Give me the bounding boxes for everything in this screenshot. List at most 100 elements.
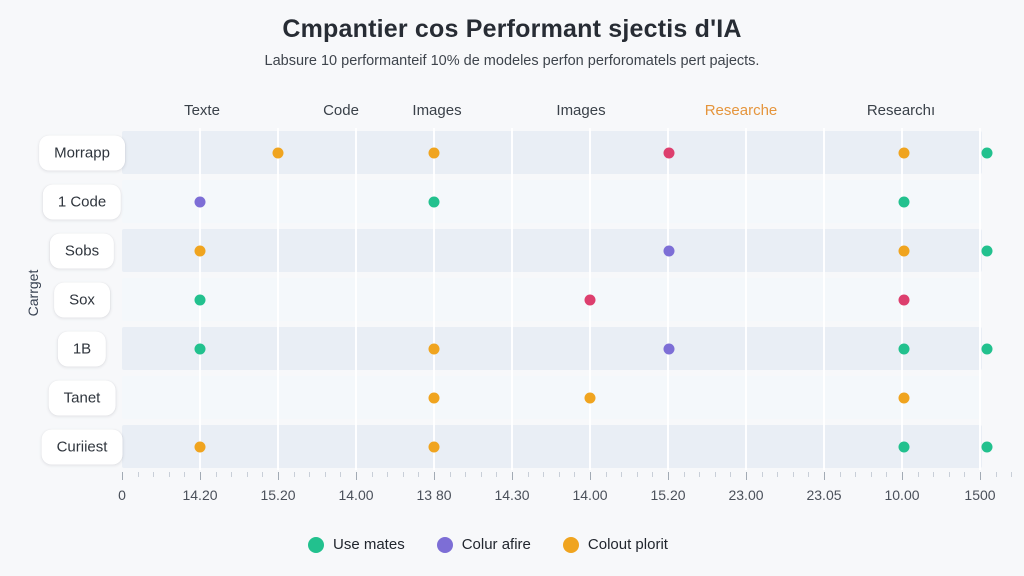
gridline <box>979 128 981 470</box>
x-axis-major-tick <box>278 472 279 480</box>
column-header-3: Images <box>412 102 462 119</box>
x-axis-major-tick <box>590 472 591 480</box>
x-axis-minor-tick <box>543 472 545 477</box>
x-axis-major-tick <box>824 472 825 480</box>
x-axis-minor-tick <box>683 472 685 477</box>
page-title: Cmpantier cos Performant sjectis d'IA <box>282 15 742 43</box>
row-label-1b[interactable]: 1B <box>57 331 107 366</box>
row-band <box>122 229 982 272</box>
x-axis-minor-tick <box>137 472 139 477</box>
data-point <box>898 294 910 305</box>
row-label-curiiest[interactable]: Curiiest <box>41 429 123 464</box>
data-point <box>428 147 440 158</box>
x-axis-minor-tick <box>777 472 779 477</box>
x-axis-minor-tick <box>870 472 872 477</box>
data-point <box>584 294 596 305</box>
legend-item-colout-plorit[interactable]: Colout plorit <box>562 536 668 553</box>
data-point <box>898 147 910 158</box>
x-axis-minor-tick <box>730 472 732 477</box>
row-band <box>122 425 982 468</box>
x-axis-major-tick <box>122 472 123 480</box>
x-axis-minor-tick <box>714 472 716 477</box>
x-axis-minor-tick <box>652 472 654 477</box>
gridline <box>511 128 513 470</box>
x-axis-minor-tick <box>387 472 389 477</box>
row-label-1-code[interactable]: 1 Code <box>42 184 122 219</box>
x-axis-minor-tick <box>917 472 919 477</box>
x-axis-minor-tick <box>480 472 482 477</box>
column-header-1: Texte <box>184 102 220 119</box>
chart-legend: Use mates Colur afire Colout plorit <box>308 536 668 553</box>
x-tick-label: 10.00 <box>884 487 920 503</box>
page-subtitle: Labsure 10 performanteif 10% de modeles … <box>264 53 760 69</box>
x-tick-label: 23.05 <box>806 487 842 503</box>
x-tick-label: 14.00 <box>338 487 374 503</box>
data-point <box>898 392 910 403</box>
x-axis-minor-tick <box>1011 472 1013 477</box>
x-axis-minor-tick <box>574 472 576 477</box>
x-axis-minor-tick <box>153 472 155 477</box>
data-point <box>981 441 993 452</box>
data-point <box>194 196 206 207</box>
column-header-5: Researche <box>704 102 778 119</box>
x-tick-label: 14.30 <box>494 487 530 503</box>
data-point <box>272 147 284 158</box>
legend-label: Use mates <box>333 536 405 553</box>
row-label-sobs[interactable]: Sobs <box>49 233 115 268</box>
x-axis-minor-tick <box>465 472 467 477</box>
x-axis-minor-tick <box>168 472 170 477</box>
data-point <box>194 245 206 256</box>
row-band <box>122 180 982 223</box>
x-tick-label: 15.20 <box>260 487 296 503</box>
x-axis-minor-tick <box>231 472 233 477</box>
y-axis-label: Carrget <box>25 269 41 317</box>
row-label-morrapp[interactable]: Morrapp <box>39 135 125 170</box>
x-axis-minor-tick <box>262 472 264 477</box>
legend-item-use-mates[interactable]: Use mates <box>308 536 405 553</box>
x-tick-label: 14.00 <box>572 487 608 503</box>
x-axis-major-tick <box>902 472 903 480</box>
data-point <box>428 343 440 354</box>
x-axis-major-tick <box>356 472 357 480</box>
x-tick-label: 0 <box>118 487 126 503</box>
legend-item-colur-afire[interactable]: Colur afire <box>436 536 531 553</box>
x-axis-minor-tick <box>558 472 560 477</box>
row-band <box>122 278 982 321</box>
x-axis-minor-tick <box>933 472 935 477</box>
row-label-sox[interactable]: Sox <box>54 282 110 317</box>
data-point <box>981 147 993 158</box>
gridline <box>667 128 669 470</box>
legend-label: Colur afire <box>461 536 531 553</box>
x-axis-minor-tick <box>855 472 857 477</box>
x-axis-minor-tick <box>246 472 248 477</box>
x-axis-minor-tick <box>324 472 326 477</box>
data-point <box>898 245 910 256</box>
column-header-4: Images <box>556 102 606 119</box>
x-axis-minor-tick <box>449 472 451 477</box>
x-tick-label: 23.00 <box>728 487 764 503</box>
x-axis-minor-tick <box>527 472 529 477</box>
column-header-2: Code <box>323 102 359 119</box>
x-axis-minor-tick <box>948 472 950 477</box>
x-axis-minor-tick <box>839 472 841 477</box>
x-tick-label: 15.20 <box>650 487 686 503</box>
data-point <box>981 343 993 354</box>
x-axis-minor-tick <box>808 472 810 477</box>
data-point <box>194 441 206 452</box>
gridline <box>823 128 825 470</box>
legend-swatch-icon <box>308 536 324 553</box>
x-axis-minor-tick <box>418 472 420 477</box>
x-axis-minor-tick <box>699 472 701 477</box>
x-axis-major-tick <box>980 472 981 480</box>
x-axis-minor-tick <box>184 472 186 477</box>
row-band <box>122 376 982 419</box>
legend-swatch-icon <box>436 536 453 553</box>
column-header-6: Researchı <box>866 102 936 119</box>
gridline <box>355 128 357 470</box>
x-axis-major-tick <box>746 472 747 480</box>
gridline <box>433 128 435 470</box>
row-label-tanet[interactable]: Tanet <box>48 380 116 415</box>
x-axis-major-tick <box>512 472 513 480</box>
x-axis-minor-tick <box>761 472 763 477</box>
row-band <box>122 131 982 174</box>
